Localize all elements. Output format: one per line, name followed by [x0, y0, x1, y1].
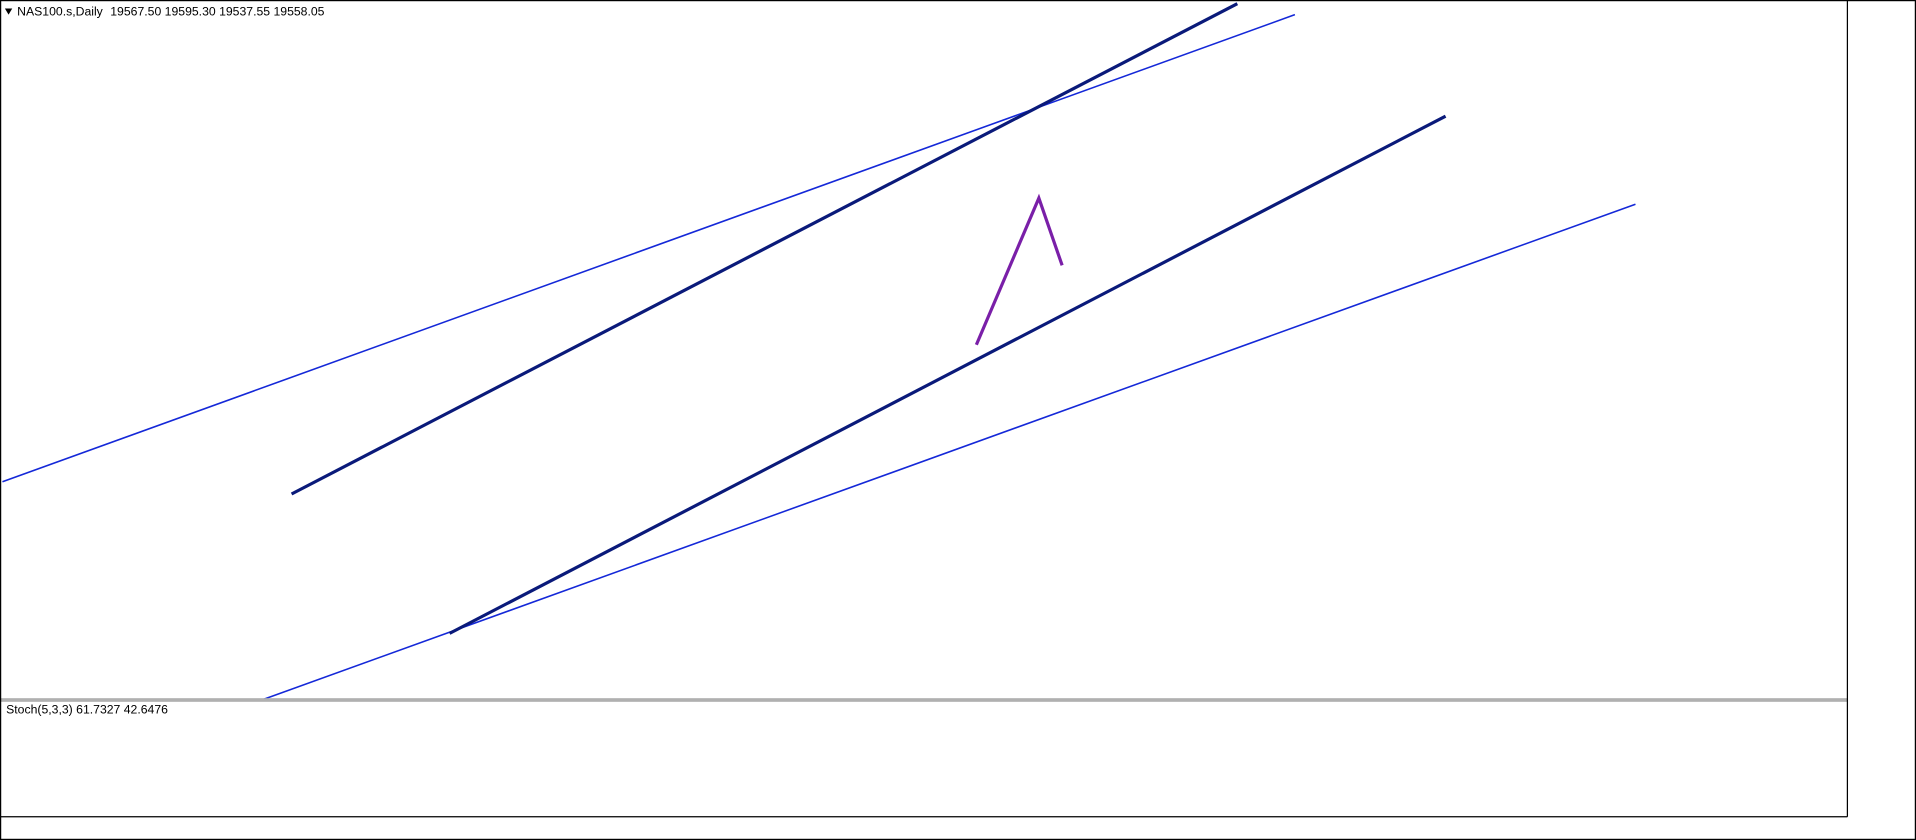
trend-lines	[2, 2, 1636, 701]
chart-title: NAS100.s,Daily	[17, 4, 104, 18]
indicator-title: Stoch(5,3,3) 61.7327 42.6476	[6, 703, 168, 717]
channel-line	[448, 114, 1447, 635]
channel-line	[2, 13, 1296, 483]
menu-triangle	[4, 8, 13, 15]
price-axis	[1847, 0, 1916, 840]
channel-line	[290, 2, 1239, 496]
panel-separator	[0, 698, 1848, 702]
channel-line	[263, 203, 1636, 701]
pattern-line	[974, 193, 1064, 346]
quote: 19567.50 19595.30 19537.55 19558.05	[110, 4, 324, 18]
